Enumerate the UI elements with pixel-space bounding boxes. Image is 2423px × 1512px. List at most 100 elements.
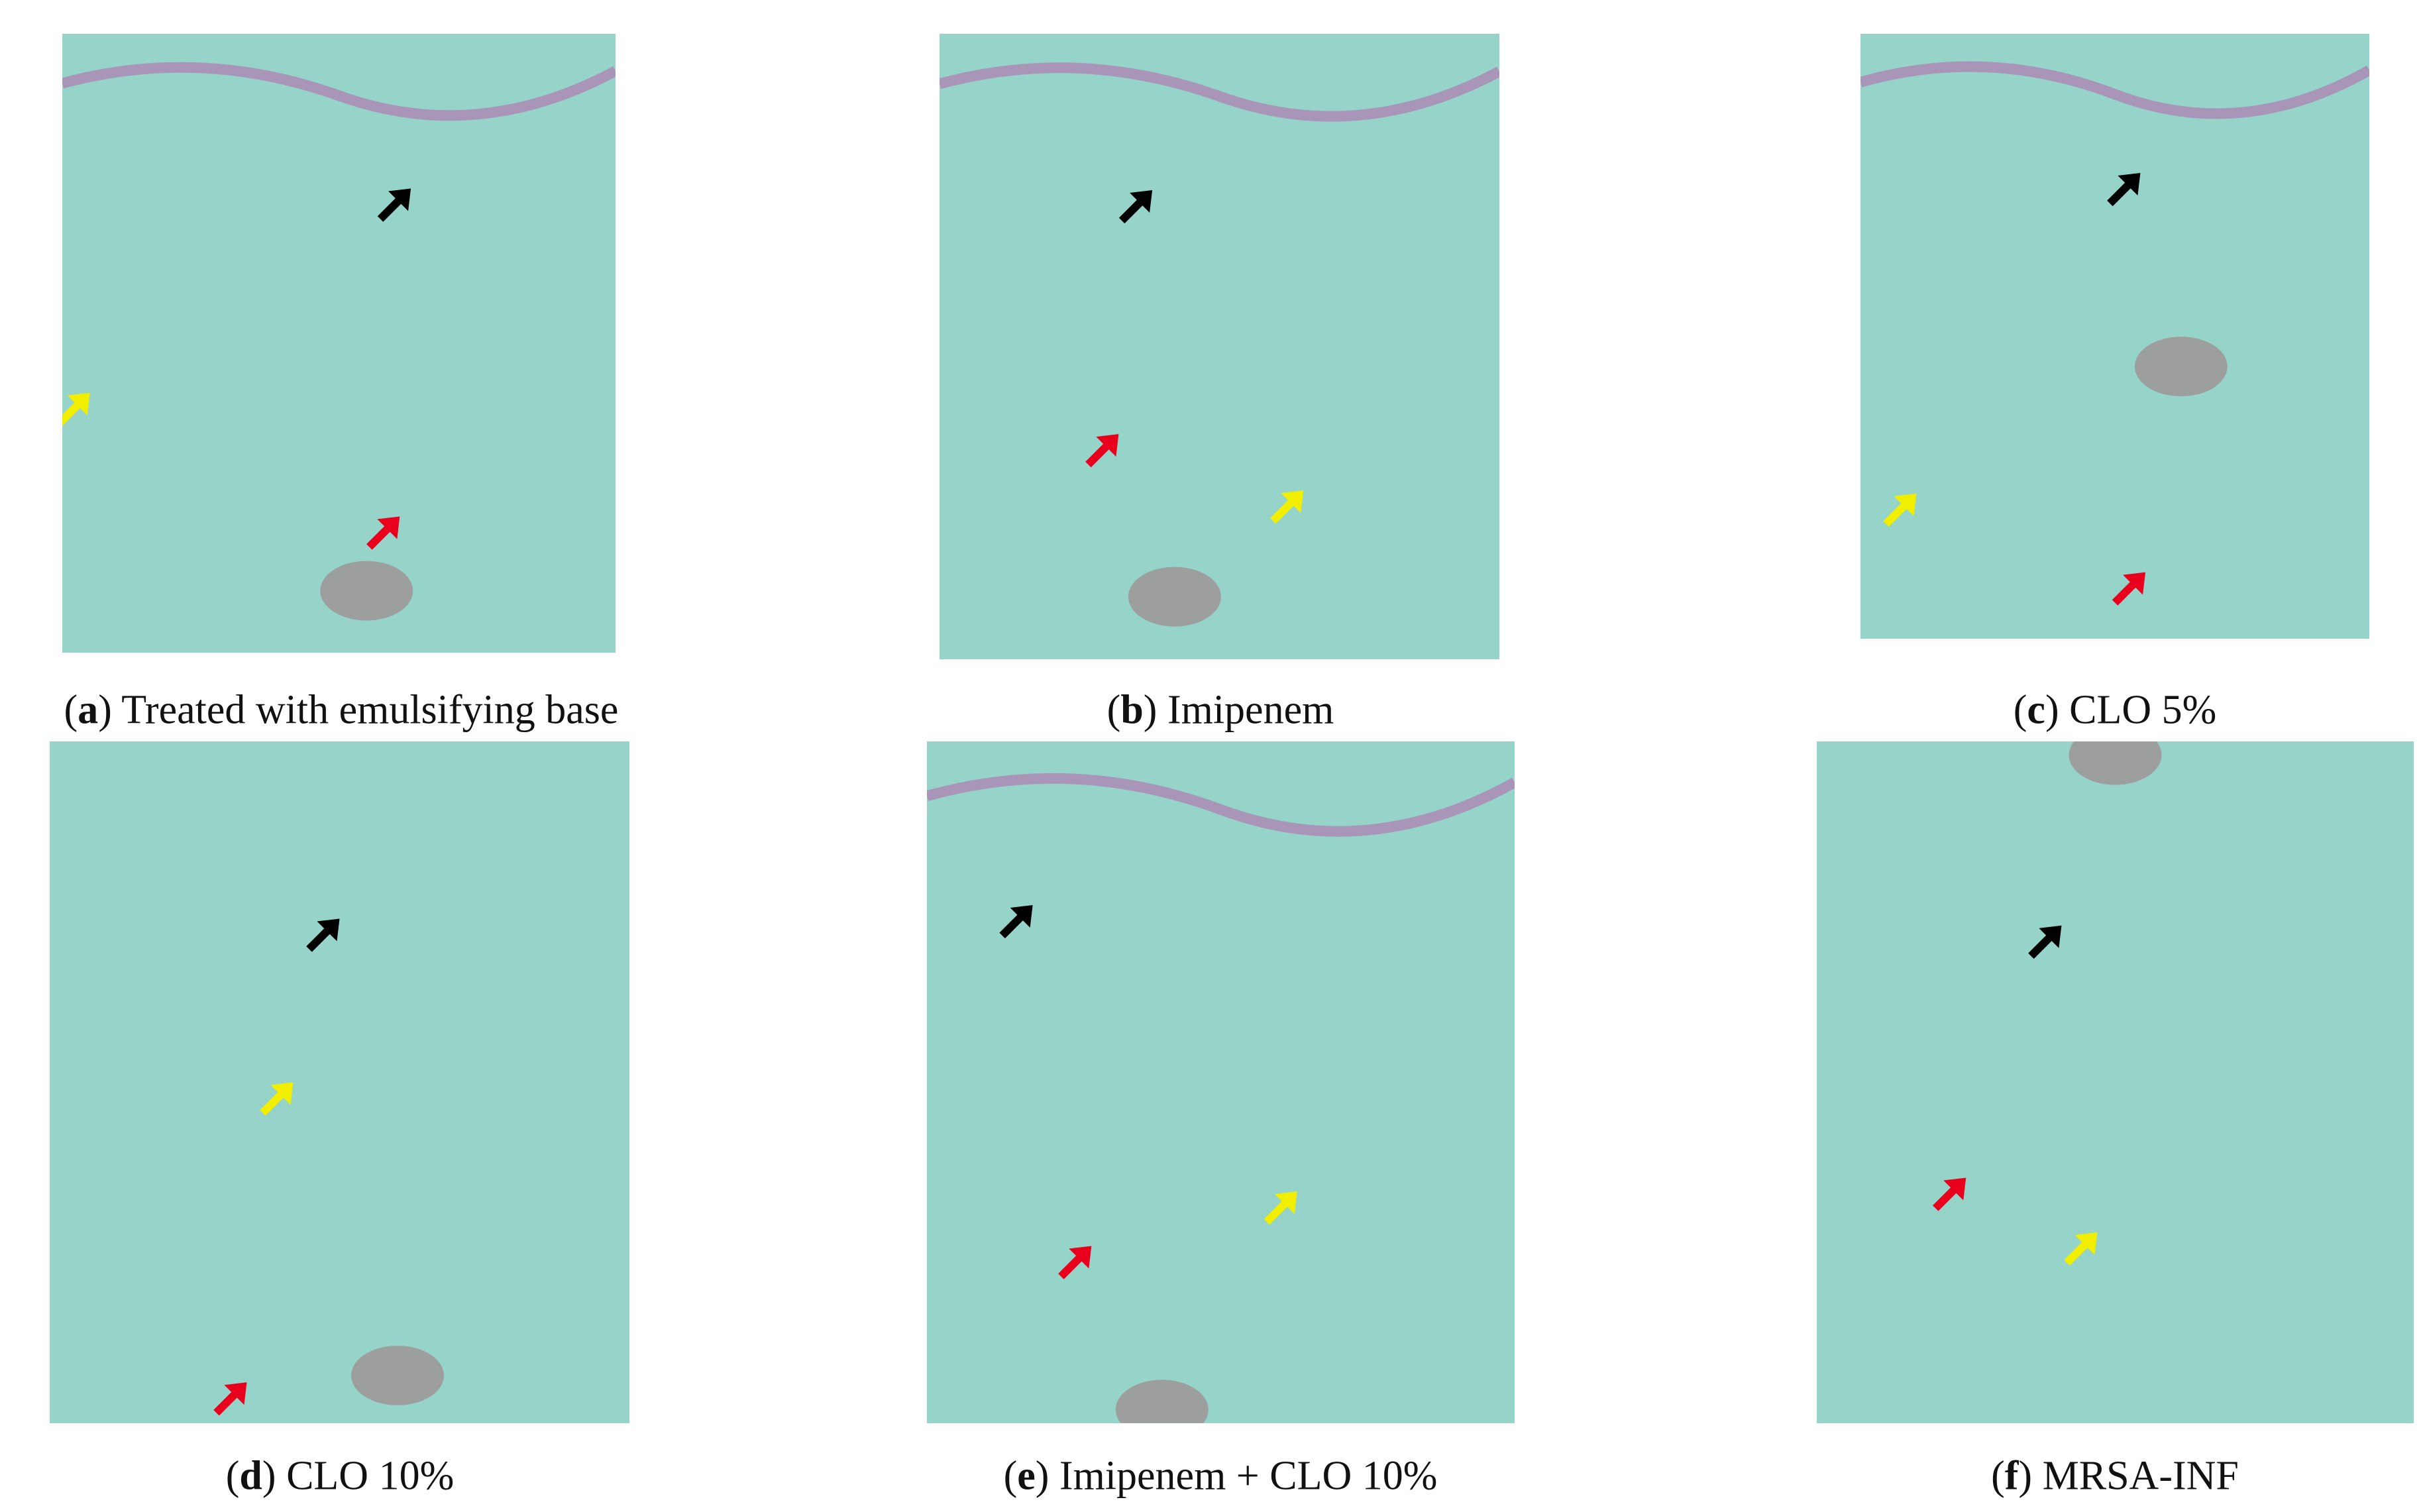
arrow-shaft [366, 523, 394, 550]
micrograph [50, 741, 629, 1423]
arrow-shaft [2107, 179, 2134, 207]
arrow [2107, 172, 2141, 207]
arrow-shaft [2064, 1238, 2091, 1266]
arrow-shaft [1085, 440, 1112, 468]
arrow-head [317, 918, 340, 942]
arrow-shaft [377, 195, 405, 222]
panel-caption: MRSA-INF [2042, 1453, 2239, 1499]
caption: (f) MRSA-INF [1991, 1453, 2239, 1500]
arrow [1270, 490, 1304, 524]
panel-caption: Imipenem + CLO 10% [1059, 1453, 1438, 1499]
arrow-head [67, 392, 90, 415]
arrow [1058, 1246, 1092, 1279]
panel-label: (b) [1106, 687, 1158, 733]
tissue-background [940, 34, 1499, 659]
arrow-head [1010, 904, 1033, 928]
tissue-tint [927, 741, 1515, 1423]
arrow [2112, 572, 2146, 606]
arrow-shaft [1264, 1197, 1291, 1225]
tissue-background [927, 741, 1515, 1423]
arrow-shaft [1270, 496, 1297, 524]
arrow [2028, 925, 2062, 959]
arrow [260, 1082, 294, 1116]
tissue-background [1817, 741, 2414, 1423]
micrograph [940, 34, 1499, 659]
tissue-tint [1860, 34, 2369, 639]
arrow [1085, 434, 1119, 468]
arrow-head [2039, 925, 2062, 948]
arrow-head [2118, 172, 2141, 195]
arrow-head [1894, 493, 1917, 516]
epidermis [927, 773, 1515, 837]
panel-label: (a) [64, 687, 112, 733]
caption: (c) CLO 5% [2014, 687, 2217, 734]
arrow-head [377, 516, 400, 539]
arrow-head [2074, 1232, 2098, 1255]
stain-spot [1128, 567, 1221, 627]
arrow-shaft [1058, 1252, 1085, 1279]
micrograph [927, 741, 1515, 1423]
arrow [999, 904, 1033, 939]
panel-caption: CLO 5% [2069, 687, 2217, 733]
arrow-head [1281, 490, 1304, 513]
arrow [62, 392, 90, 426]
arrow [1933, 1177, 1966, 1211]
stain-spot [351, 1345, 444, 1405]
stain-spot [2134, 337, 2228, 397]
arrow-head [1130, 190, 1153, 213]
tissue-background [62, 34, 616, 653]
stain-spot [1115, 1379, 1209, 1423]
arrow-shaft [2112, 578, 2139, 606]
panel-label: (c) [2013, 687, 2059, 733]
arrow-shaft [62, 399, 83, 426]
arrow-head [224, 1382, 247, 1405]
tissue-tint [50, 741, 629, 1423]
caption: (a) Treated with emulsifying base [64, 687, 619, 734]
arrow-head [270, 1082, 294, 1105]
micrograph [1860, 34, 2369, 639]
arrow-head [2123, 572, 2146, 595]
arrow [366, 516, 400, 550]
arrow-shaft [1933, 1184, 1960, 1211]
panel-label: (e) [1003, 1453, 1050, 1499]
histology-image [927, 741, 1515, 1423]
stain-spot [2069, 741, 2162, 785]
panel-label: (d) [225, 1453, 276, 1499]
arrow-shaft [1883, 500, 1910, 527]
caption: (e) Imipenem + CLO 10% [1004, 1453, 1438, 1500]
tissue-tint [940, 34, 1499, 659]
histology-image [62, 34, 616, 653]
arrow [377, 188, 411, 222]
arrow [213, 1382, 247, 1416]
histology-image [940, 34, 1499, 659]
arrow-head [1274, 1191, 1297, 1215]
arrow [1264, 1191, 1297, 1225]
arrow-shaft [999, 911, 1026, 939]
arrow-shaft [260, 1089, 287, 1116]
arrow-shaft [1118, 196, 1146, 224]
arrow-shaft [2028, 932, 2055, 959]
histology-image [1817, 741, 2414, 1423]
arrow [306, 918, 340, 952]
micrograph [1817, 741, 2414, 1423]
tissue-tint [1817, 741, 2414, 1423]
micrograph [62, 34, 616, 653]
arrow-head [388, 188, 411, 211]
panel-caption: CLO 10% [286, 1453, 455, 1499]
arrow [2064, 1232, 2098, 1266]
stain-spot [320, 561, 413, 621]
arrow [1118, 190, 1153, 224]
arrow-shaft [213, 1389, 241, 1416]
arrow-head [1096, 434, 1119, 457]
panel-caption: Treated with emulsifying base [121, 687, 619, 733]
tissue-background [1860, 34, 2369, 639]
histology-image [50, 741, 629, 1423]
panel-label: (f) [1991, 1453, 2033, 1499]
epidermis [62, 62, 616, 121]
panel-caption: Imipenem [1167, 687, 1334, 733]
tissue-tint [62, 34, 616, 653]
arrow-head [1069, 1246, 1092, 1269]
arrow [1883, 493, 1917, 527]
caption: (d) CLO 10% [226, 1453, 454, 1500]
